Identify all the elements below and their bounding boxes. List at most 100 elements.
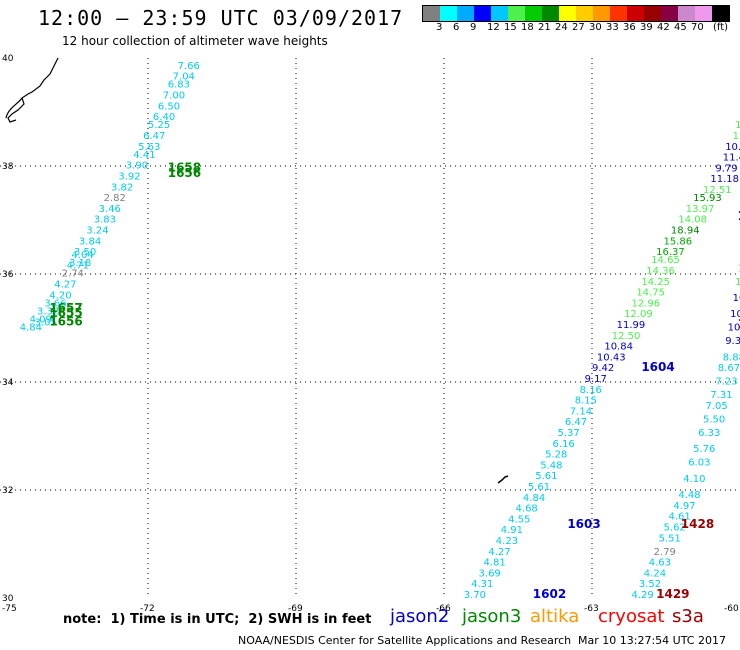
track-value: 3.05 (35, 317, 57, 328)
lat-tick-label: 36 (2, 270, 14, 280)
track-value: 3.92 (118, 172, 140, 183)
legend-unit: (ft) (713, 22, 729, 33)
legend-label: 6 (453, 22, 460, 33)
legend-swatch (661, 6, 678, 21)
legend-label: 12 (487, 22, 500, 33)
track-id-label: 1429 (656, 587, 689, 601)
track-value: 13.20 (738, 263, 740, 274)
track-value: 4.61 (668, 512, 690, 523)
lat-tick-label: 40 (2, 54, 14, 64)
track-value: 3.70 (464, 590, 486, 601)
legend-swatch (678, 6, 695, 21)
track-value: 7.05 (705, 401, 727, 412)
track-value: 7.00 (163, 91, 185, 102)
track-value: 2.82 (104, 193, 126, 204)
track-value: 3.66 (44, 298, 66, 309)
track-value: 3.69 (479, 568, 501, 579)
track-value: 15.86 (664, 236, 693, 247)
track-value: 4.31 (471, 579, 493, 590)
track-id-label: 1428 (681, 517, 714, 531)
legend-label: 70 (691, 22, 704, 33)
lat-tick-label: 32 (2, 486, 13, 496)
track-id-label: 1656 (168, 166, 201, 180)
track-value: 10.43 (597, 352, 626, 363)
track-value: 3.24 (86, 226, 108, 237)
track-value: 4.84 (20, 323, 42, 334)
legend-label: 30 (589, 22, 602, 33)
legend-swatch (559, 6, 576, 21)
track-value: 9.79 (715, 163, 737, 174)
track-id-label: 14 (738, 317, 740, 331)
track-value: 8.88 (723, 352, 740, 363)
track-value: 10.34 (733, 293, 740, 304)
track-value: 4.97 (673, 501, 695, 512)
legend-label: 42 (657, 22, 670, 33)
track-value: 4.27 (54, 280, 76, 291)
satellite-legend-jason2: jason2 (390, 606, 450, 627)
track-id-label: 1603 (567, 517, 600, 531)
track-value: 4.91 (501, 525, 523, 536)
track-value: 5.62 (664, 523, 686, 534)
track-value: 12.51 (703, 185, 732, 196)
track-value: 14 (735, 120, 740, 131)
track-value: 14.36 (646, 266, 675, 277)
legend-label: 9 (470, 22, 477, 33)
track-value: 5.37 (557, 428, 579, 439)
track-value: 13.42 (735, 277, 740, 288)
track-value: 4.04 (72, 250, 94, 261)
track-value: 12.09 (624, 309, 653, 320)
color-legend-labels: 3 6 9 12 15 18 21 24 27 30 33 36 39 42 45 70 (ft) (422, 22, 740, 34)
track-value: 2.79 (654, 547, 676, 558)
legend-swatch (576, 6, 593, 21)
coastline (5, 57, 59, 123)
track-value: 5.50 (703, 415, 725, 426)
lon-tick-label: -66 (436, 604, 451, 614)
track-value: 4.29 (631, 590, 653, 601)
track-value: 12.50 (612, 331, 641, 342)
track-value: 7.04 (173, 72, 195, 83)
track-value: 6.03 (688, 458, 710, 469)
track-value: 18.94 (671, 226, 700, 237)
track-value: 3.46 (99, 204, 121, 215)
track-value: 10.08 (728, 323, 740, 334)
track-value: 9.42 (592, 363, 614, 374)
legend-swatch (695, 6, 712, 21)
track-value: 4.84 (523, 493, 545, 504)
track-value: 6.40 (153, 112, 175, 123)
track-value: 11.18 (710, 174, 739, 185)
track-id-label: 1658 (168, 160, 201, 174)
track-value: 14.65 (651, 255, 680, 266)
track-value: 4.48 (678, 490, 700, 501)
track-value: 8.16 (580, 385, 602, 396)
track-value: 9.17 (585, 374, 607, 385)
track-id-label: 1656 (49, 314, 82, 328)
track-value: 13. (733, 131, 740, 142)
track-value: 11.40 (723, 153, 740, 164)
track-value: 6.33 (698, 428, 720, 439)
track-value: 5.76 (693, 444, 715, 455)
track-value: 5.61 (535, 471, 557, 482)
track-value: 14.08 (678, 215, 707, 226)
legend-swatch (542, 6, 559, 21)
track-value: 3.84 (79, 236, 101, 247)
track-id-label: 1657 (49, 301, 82, 315)
lon-tick-label: -72 (140, 604, 155, 614)
track-value: 6.47 (565, 417, 587, 428)
track-id-label: 1655 (49, 306, 82, 320)
legend-label: 33 (606, 22, 619, 33)
track-value: 7.23 (715, 377, 737, 388)
track-value: 7.14 (570, 406, 592, 417)
legend-swatch (457, 6, 474, 21)
legend-swatch (525, 6, 542, 21)
track-value: 4.09 (30, 315, 52, 326)
legend-label: 39 (640, 22, 653, 33)
bermuda-island (497, 475, 509, 484)
track-value: 12.96 (631, 298, 660, 309)
track-value: 4.41 (133, 150, 155, 161)
lon-tick-label: -63 (584, 604, 599, 614)
track-value: 4.23 (496, 536, 518, 547)
legend-swatch (491, 6, 508, 21)
lat-tick-label: 38 (2, 162, 14, 172)
track-value: 4.63 (649, 558, 671, 569)
